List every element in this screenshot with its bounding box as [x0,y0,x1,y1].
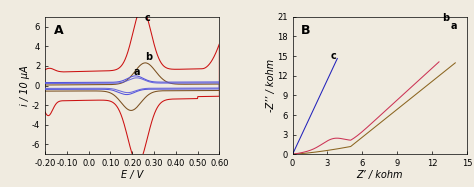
Text: A: A [54,24,64,37]
X-axis label: Z’ / kohm: Z’ / kohm [356,170,403,180]
Text: b: b [443,13,450,23]
X-axis label: E / V: E / V [121,170,143,180]
Text: c: c [331,51,337,61]
Text: b: b [145,52,152,62]
Text: B: B [301,24,311,37]
Text: a: a [451,21,457,31]
Y-axis label: i / 10 μA: i / 10 μA [20,65,30,106]
Text: c: c [144,13,150,23]
Y-axis label: -Z’’ / kohm: -Z’’ / kohm [266,59,276,112]
Text: a: a [133,67,140,77]
